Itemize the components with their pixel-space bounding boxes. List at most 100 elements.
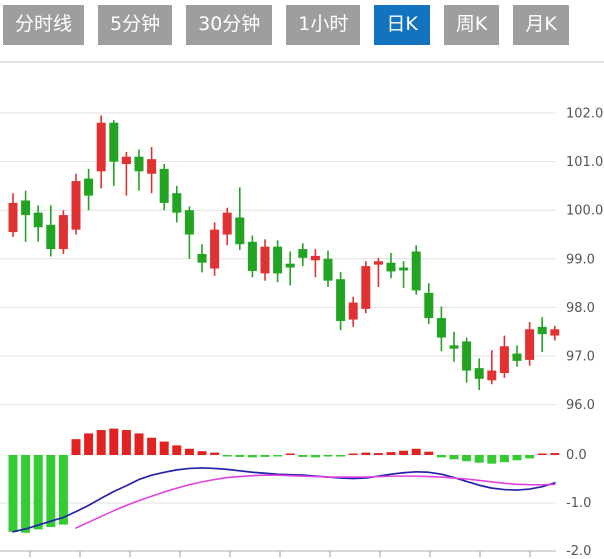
candle [147,159,157,174]
price-axis-label: 100.0 [566,204,603,219]
macd-histogram-bar [537,453,547,455]
candle [247,241,257,271]
macd-histogram-bar [323,455,333,457]
candle [58,215,68,250]
candle [46,224,56,250]
candle [222,212,232,235]
candle [197,253,207,263]
tab-timeline[interactable]: 分时线 [3,5,85,45]
macd-histogram-bar [424,451,434,455]
macd-histogram-bar [210,452,220,455]
macd-histogram-bar [273,455,283,457]
macd-histogram-bar [462,455,472,462]
macd-histogram-bar [260,455,270,457]
candle [499,346,509,374]
macd-histogram-bar [386,452,396,455]
macd-histogram-bar [399,450,409,455]
candle [399,267,409,271]
macd-histogram-bar [525,455,535,459]
period-tabbar: 分时线 5分钟 30分钟 1小时 日K 周K 月K [3,5,569,45]
macd-histogram-bar [550,453,560,455]
candle [436,318,446,338]
tab-monthly-k[interactable]: 月K [513,5,569,45]
macd-histogram-bar [499,455,509,463]
macd-histogram-bar [411,448,421,455]
macd-histogram-bar [310,455,320,458]
tab-1hour[interactable]: 1小时 [286,5,361,45]
macd-histogram-bar [121,430,131,455]
candle [449,345,459,349]
candle [71,181,81,230]
macd-histogram-bar [487,455,497,464]
macd-dea-line [75,474,556,529]
candle [273,246,283,274]
candle [33,212,43,228]
candle [96,122,106,172]
candle [298,249,308,258]
macd-histogram-bar [361,452,371,455]
price-axis-label: 101.0 [566,155,603,170]
candle [21,200,31,216]
macd-histogram-bar [222,455,232,457]
tab-weekly-k[interactable]: 周K [443,5,500,45]
candle [210,229,220,269]
macd-histogram-bar [58,455,68,525]
macd-histogram-bar [336,455,346,457]
candle [474,368,484,379]
candle [8,202,18,233]
candle [487,370,497,381]
candle [285,263,295,268]
candle [172,193,182,213]
macd-histogram-bar [373,453,383,455]
macd-histogram-bar [172,445,182,455]
candle [525,329,535,360]
candle [336,279,346,322]
candle [121,156,131,165]
macd-histogram-bar [159,441,169,455]
macd-histogram-bar [348,453,358,455]
candle [512,353,522,361]
macd-histogram-bar [298,455,308,457]
macd-histogram-bar [33,455,43,530]
price-axis-label: 102.0 [566,107,603,122]
candle [109,122,119,162]
macd-histogram-bar [512,455,522,461]
candle [462,341,472,371]
tab-5min[interactable]: 5分钟 [98,5,173,45]
macd-histogram-bar [235,455,245,457]
macd-histogram-bar [96,430,106,455]
macd-dif-line [12,467,556,533]
candle [348,302,358,320]
tab-daily-k[interactable]: 日K [374,5,430,45]
candle [184,210,194,235]
macd-histogram-bar [449,455,459,460]
macd-axis-label: 0.0 [566,448,587,463]
candle [361,266,371,309]
candle [323,258,333,281]
candle [373,261,383,265]
macd-histogram-bar [247,455,257,458]
macd-histogram-bar [21,455,31,533]
macd-histogram-bar [184,448,194,455]
macd-histogram-bar [285,453,295,455]
candle [134,156,144,172]
price-axis-label: 96.0 [566,398,595,413]
candle [235,217,245,245]
candle [537,326,547,335]
candle [310,255,320,261]
macd-histogram-bar [474,455,484,463]
macd-histogram-bar [84,433,94,455]
price-axis-label: 98.0 [566,301,595,316]
price-axis-label: 97.0 [566,350,595,365]
tab-30min[interactable]: 30分钟 [186,5,273,45]
macd-histogram-bar [71,439,81,455]
macd-axis-label: -1.0 [566,496,591,511]
candle [260,246,270,274]
macd-histogram-bar [46,455,56,527]
candle [386,262,396,272]
candle [159,168,169,203]
macd-histogram-bar [8,455,18,532]
candle [411,251,421,291]
